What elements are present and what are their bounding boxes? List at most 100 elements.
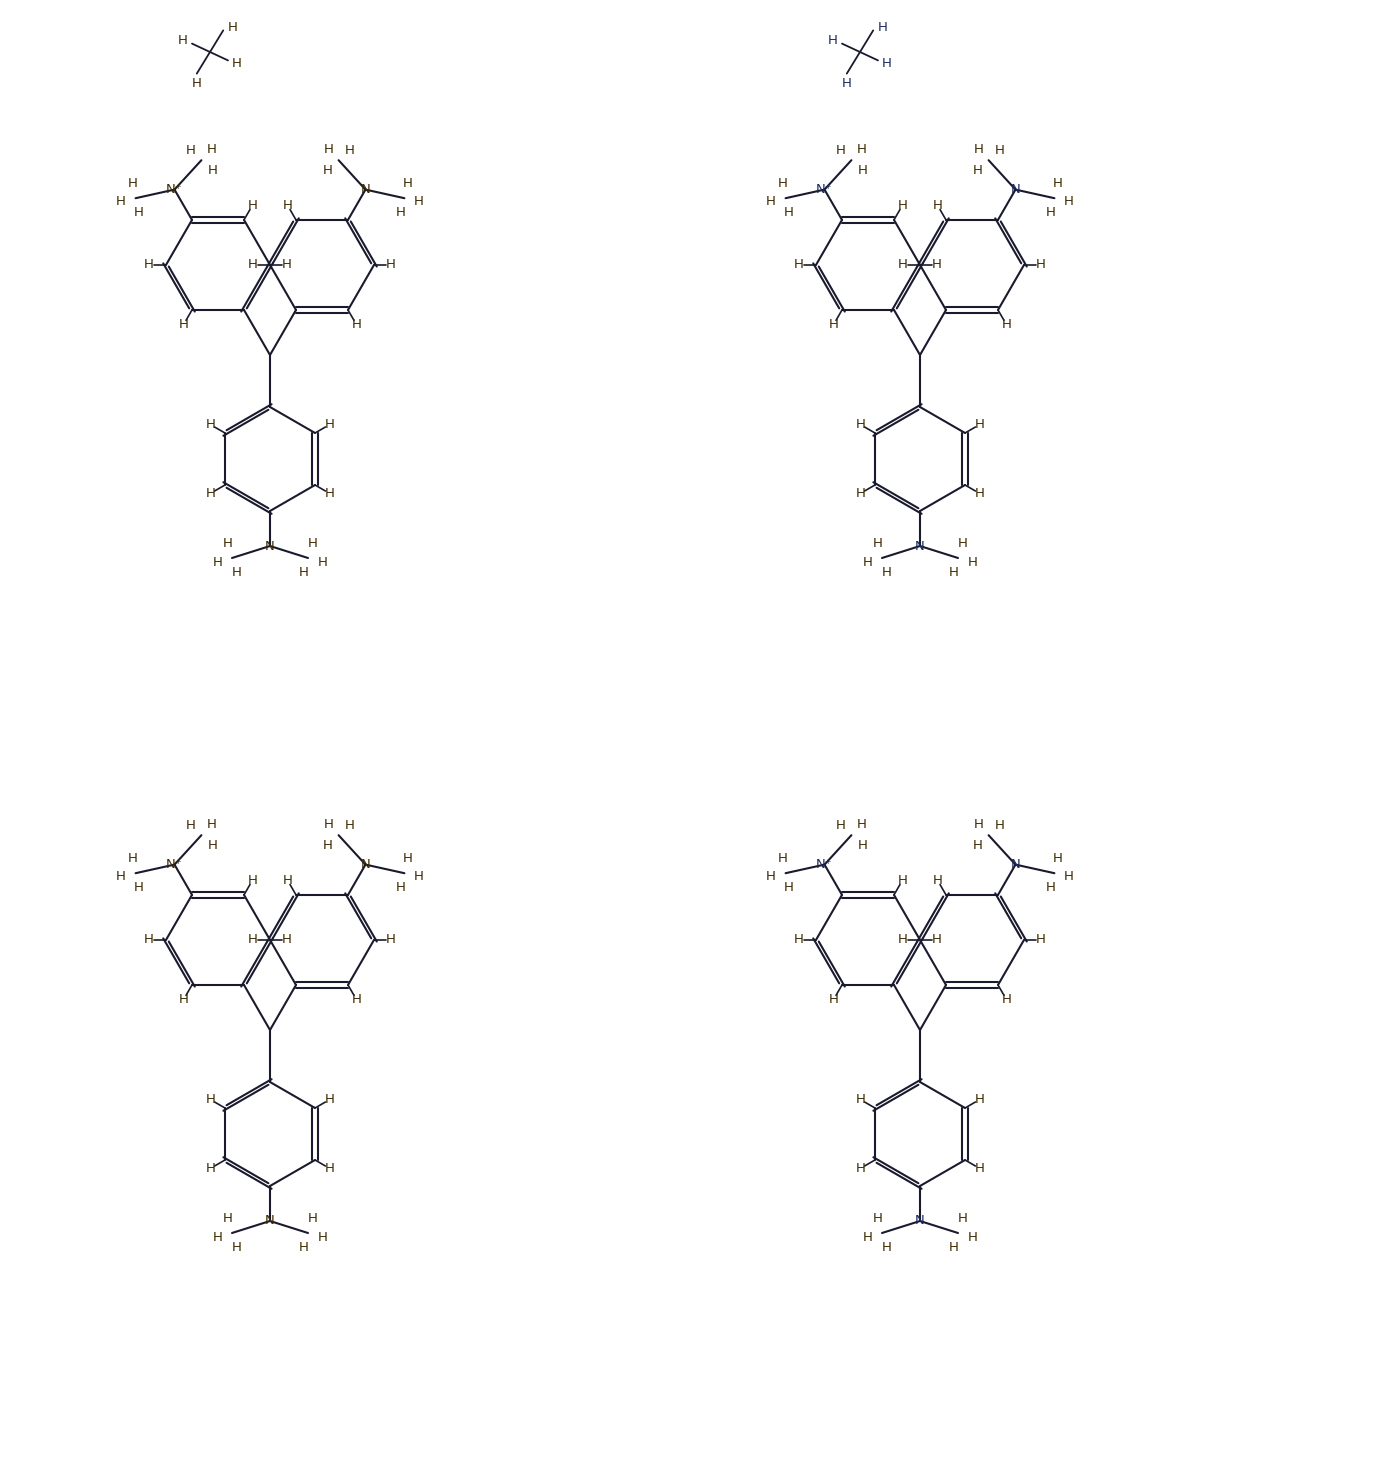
Text: H: H xyxy=(213,1231,223,1245)
Text: H: H xyxy=(231,566,241,579)
Text: H: H xyxy=(958,1212,967,1226)
Text: H: H xyxy=(1046,206,1056,219)
Text: H: H xyxy=(897,258,909,271)
Text: H: H xyxy=(227,20,237,34)
Text: H: H xyxy=(1036,258,1046,271)
Text: H: H xyxy=(829,318,839,331)
Text: H: H xyxy=(116,870,126,883)
Text: H: H xyxy=(185,143,195,156)
Text: N: N xyxy=(265,1214,274,1227)
Text: H: H xyxy=(858,839,868,852)
Text: H: H xyxy=(134,206,144,219)
Text: N: N xyxy=(361,182,371,196)
Text: H: H xyxy=(932,258,942,271)
Text: H: H xyxy=(794,934,804,947)
Text: H: H xyxy=(836,143,846,156)
Text: H: H xyxy=(248,934,258,947)
Text: H: H xyxy=(207,817,217,830)
Text: H: H xyxy=(855,487,865,500)
Text: H: H xyxy=(344,818,354,832)
Text: N: N xyxy=(361,858,371,871)
Text: H: H xyxy=(179,994,189,1007)
Text: H: H xyxy=(1001,994,1011,1007)
Text: H: H xyxy=(223,537,232,550)
Text: H: H xyxy=(232,57,242,70)
Text: H: H xyxy=(386,258,396,271)
Text: H: H xyxy=(958,537,967,550)
Text: H: H xyxy=(858,163,868,177)
Text: H: H xyxy=(973,143,983,156)
Text: H: H xyxy=(974,1093,984,1106)
Text: H: H xyxy=(325,1161,335,1174)
Text: N: N xyxy=(916,540,925,553)
Text: H: H xyxy=(206,417,216,430)
Text: H: H xyxy=(855,1093,865,1106)
Text: H: H xyxy=(836,818,846,832)
Text: H: H xyxy=(897,198,907,212)
Text: H: H xyxy=(766,196,776,209)
Text: H: H xyxy=(396,881,406,894)
Text: H: H xyxy=(322,839,332,852)
Text: H: H xyxy=(318,1231,328,1245)
Text: H: H xyxy=(283,198,293,212)
Text: H: H xyxy=(403,852,413,865)
Text: H: H xyxy=(777,852,787,865)
Text: H: H xyxy=(855,1161,865,1174)
Text: H: H xyxy=(116,196,126,209)
Text: H: H xyxy=(344,143,354,156)
Text: H: H xyxy=(308,537,318,550)
Text: H: H xyxy=(1046,881,1056,894)
Text: H: H xyxy=(207,839,217,852)
Text: H: H xyxy=(974,1161,984,1174)
Text: H: H xyxy=(882,1240,892,1253)
Text: H: H xyxy=(1064,196,1074,209)
Text: H: H xyxy=(144,258,154,271)
Text: H: H xyxy=(351,318,361,331)
Text: H: H xyxy=(127,177,137,190)
Text: H: H xyxy=(857,143,867,156)
Text: H: H xyxy=(995,143,1005,156)
Text: H: H xyxy=(882,57,892,70)
Text: H: H xyxy=(932,874,942,887)
Text: H: H xyxy=(308,1212,318,1226)
Text: H: H xyxy=(784,881,794,894)
Text: N⁺: N⁺ xyxy=(167,182,183,196)
Text: H: H xyxy=(281,934,293,947)
Text: H: H xyxy=(794,258,804,271)
Text: H: H xyxy=(777,177,787,190)
Text: H: H xyxy=(949,566,959,579)
Text: H: H xyxy=(897,934,909,947)
Text: H: H xyxy=(862,1231,872,1245)
Text: H: H xyxy=(283,874,293,887)
Text: H: H xyxy=(766,870,776,883)
Text: H: H xyxy=(973,163,983,177)
Text: H: H xyxy=(325,1093,335,1106)
Text: H: H xyxy=(967,556,977,569)
Text: N⁺: N⁺ xyxy=(816,858,833,871)
Text: H: H xyxy=(127,852,137,865)
Text: H: H xyxy=(784,206,794,219)
Text: H: H xyxy=(414,196,424,209)
Text: N: N xyxy=(1011,858,1021,871)
Text: H: H xyxy=(949,1240,959,1253)
Text: H: H xyxy=(325,417,335,430)
Text: H: H xyxy=(206,1093,216,1106)
Text: H: H xyxy=(974,417,984,430)
Text: H: H xyxy=(967,1231,977,1245)
Text: H: H xyxy=(134,881,144,894)
Text: N: N xyxy=(1011,182,1021,196)
Text: H: H xyxy=(207,143,217,156)
Text: H: H xyxy=(248,198,258,212)
Text: H: H xyxy=(932,934,942,947)
Text: H: H xyxy=(1053,177,1063,190)
Text: H: H xyxy=(974,487,984,500)
Text: H: H xyxy=(248,874,258,887)
Text: H: H xyxy=(178,34,188,47)
Text: H: H xyxy=(281,258,293,271)
Text: H: H xyxy=(298,1240,308,1253)
Text: N⁺: N⁺ xyxy=(167,858,183,871)
Text: H: H xyxy=(323,817,333,830)
Text: H: H xyxy=(829,994,839,1007)
Text: H: H xyxy=(231,1240,241,1253)
Text: H: H xyxy=(973,839,983,852)
